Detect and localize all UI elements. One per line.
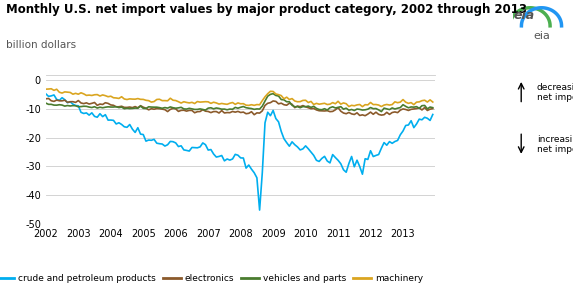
Text: increasing
net imports: increasing net imports xyxy=(537,135,573,154)
Legend: crude and petroleum products, electronics, vehicles and parts, machinery: crude and petroleum products, electronic… xyxy=(0,270,426,286)
Text: decreasing
net imports: decreasing net imports xyxy=(537,83,573,102)
Text: eia: eia xyxy=(533,31,550,41)
Text: eia: eia xyxy=(514,9,535,22)
Text: Monthly U.S. net import values by major product category, 2002 through 2013: Monthly U.S. net import values by major … xyxy=(6,3,527,16)
Text: billion dollars: billion dollars xyxy=(6,40,76,50)
